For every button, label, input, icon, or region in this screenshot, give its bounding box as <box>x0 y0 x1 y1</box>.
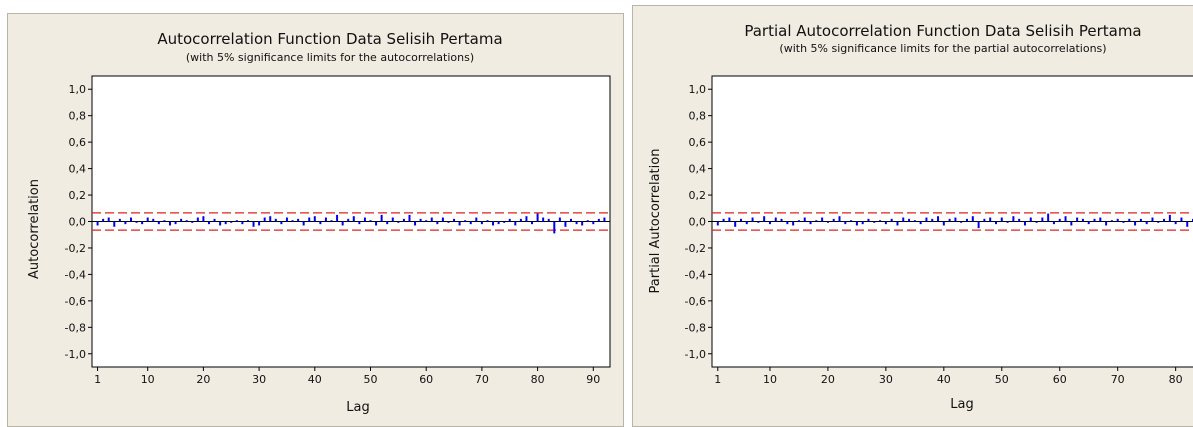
x-tick-label: 30 <box>879 373 893 386</box>
y-tick-label: -0,2 <box>685 242 706 255</box>
x-tick-label: 80 <box>1169 373 1183 386</box>
y-tick-label: -0,8 <box>65 321 86 334</box>
x-tick-label: 50 <box>995 373 1009 386</box>
y-tick-label: -1,0 <box>65 348 86 361</box>
y-tick-label: 0,4 <box>69 163 87 176</box>
x-tick-label: 70 <box>475 373 489 386</box>
y-tick-label: -0,4 <box>65 268 86 281</box>
y-tick-label: 0,8 <box>69 110 87 123</box>
y-tick-label: 0,6 <box>689 136 707 149</box>
y-tick-label: 0,0 <box>69 216 87 229</box>
y-tick-label: 1,0 <box>689 83 707 96</box>
y-tick-label: 0,2 <box>69 189 87 202</box>
y-tick-label: -1,0 <box>685 348 706 361</box>
acf-chart: Autocorrelation Function Data Selisih Pe… <box>27 30 611 415</box>
x-tick-label: 20 <box>196 373 210 386</box>
y-tick-label: -0,2 <box>65 242 86 255</box>
y-axis-label: Autocorrelation <box>27 179 42 279</box>
y-tick-label: 0,0 <box>689 216 707 229</box>
chart-subtitle: (with 5% significance limits for the par… <box>779 42 1106 55</box>
x-axis-label: Lag <box>950 397 973 412</box>
x-tick-label: 70 <box>1111 373 1125 386</box>
x-tick-label: 1 <box>714 373 721 386</box>
y-tick-label: 0,2 <box>689 189 707 202</box>
y-axis-label: Partial Autocorrelation <box>648 149 663 294</box>
x-tick-label: 10 <box>763 373 777 386</box>
y-tick-label: 0,8 <box>689 110 707 123</box>
x-tick-label: 1 <box>94 373 101 386</box>
y-tick-label: -0,4 <box>685 268 706 281</box>
acf-chart-panel: Autocorrelation Function Data Selisih Pe… <box>7 13 624 427</box>
x-tick-label: 60 <box>419 373 433 386</box>
pacf-chart: Partial Autocorrelation Function Data Se… <box>648 22 1193 412</box>
x-axis-label: Lag <box>346 400 369 415</box>
y-tick-label: -0,6 <box>65 295 86 308</box>
x-tick-label: 20 <box>821 373 835 386</box>
x-tick-label: 80 <box>531 373 545 386</box>
pacf-chart-panel: Partial Autocorrelation Function Data Se… <box>632 5 1193 427</box>
chart-title: Autocorrelation Function Data Selisih Pe… <box>157 30 502 48</box>
chart-title: Partial Autocorrelation Function Data Se… <box>744 22 1141 40</box>
y-tick-label: -0,6 <box>685 295 706 308</box>
x-tick-label: 60 <box>1053 373 1067 386</box>
x-tick-label: 40 <box>308 373 322 386</box>
x-tick-label: 10 <box>141 373 155 386</box>
x-tick-label: 50 <box>363 373 377 386</box>
y-tick-label: 0,6 <box>69 136 87 149</box>
y-tick-label: 1,0 <box>69 83 87 96</box>
x-tick-label: 90 <box>586 373 600 386</box>
y-tick-label: -0,8 <box>685 321 706 334</box>
x-tick-label: 30 <box>252 373 266 386</box>
y-tick-label: 0,4 <box>689 163 707 176</box>
x-tick-label: 40 <box>937 373 951 386</box>
chart-subtitle: (with 5% significance limits for the aut… <box>186 51 474 64</box>
